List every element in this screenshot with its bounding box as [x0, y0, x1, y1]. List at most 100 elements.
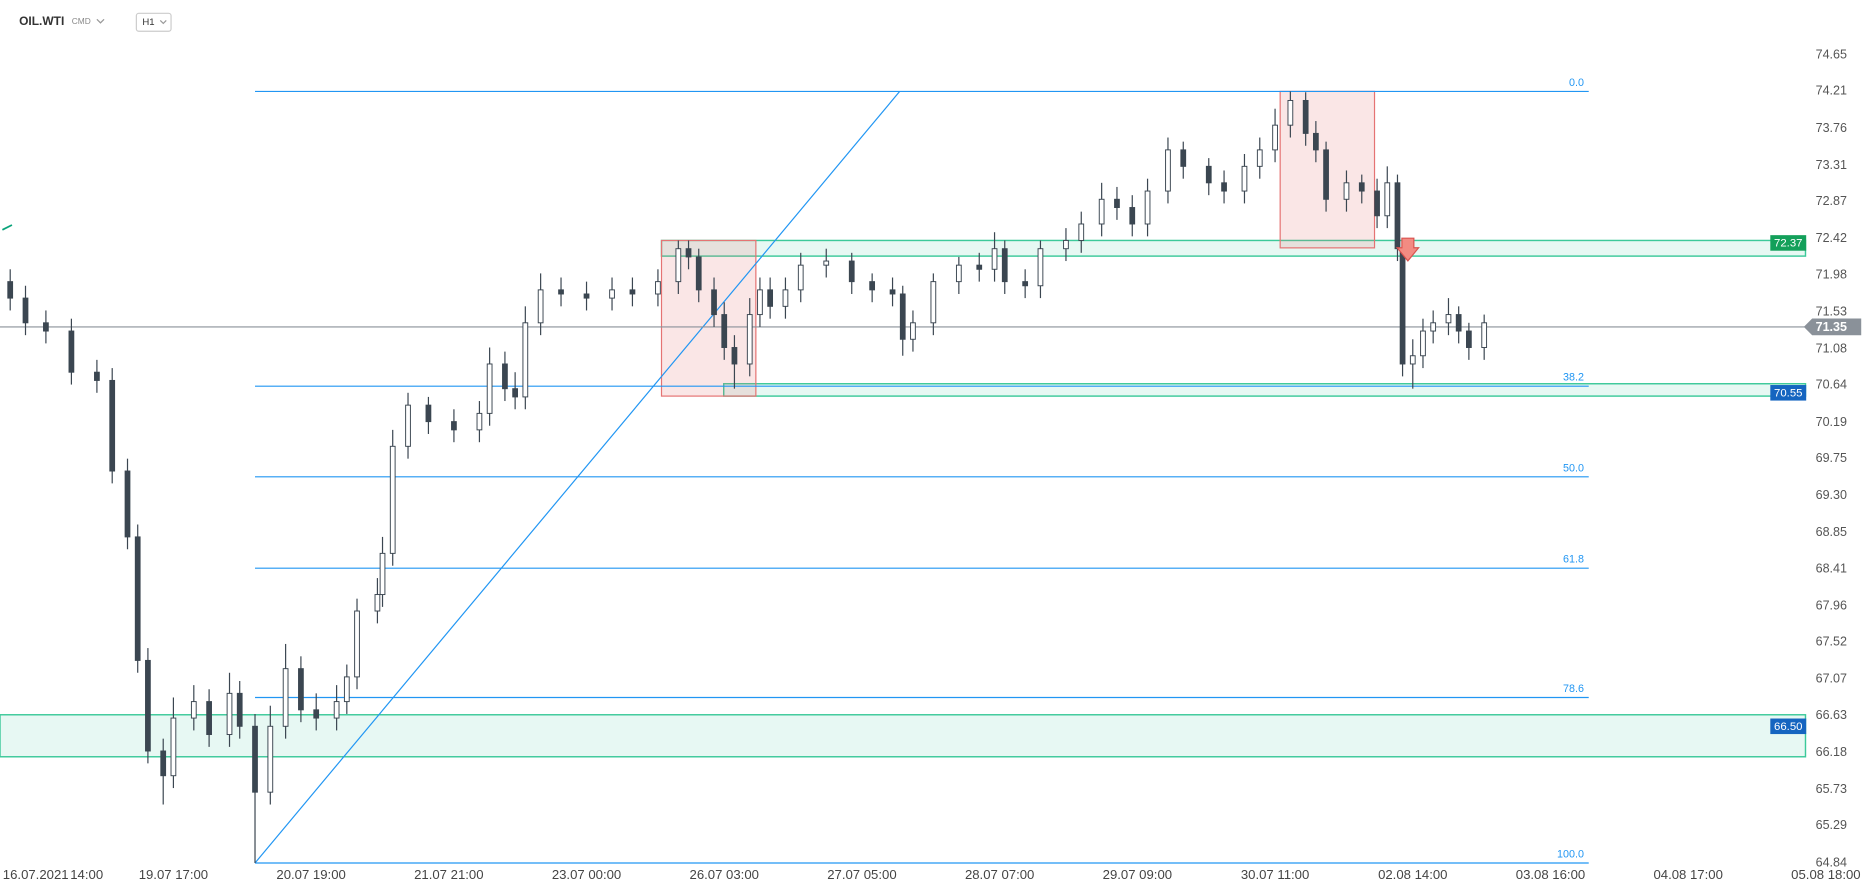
candle-body [910, 322, 916, 340]
y-tick-label: 68.41 [1816, 561, 1847, 575]
candle-body [1312, 132, 1319, 151]
candle-body [134, 536, 141, 661]
x-tick-label: 28.07 07:00 [965, 867, 1034, 882]
candle-body [1272, 124, 1278, 151]
candle-body [252, 725, 258, 793]
candle-body [354, 610, 360, 678]
x-tick-label: 20.07 19:00 [276, 867, 345, 882]
y-tick-label: 69.30 [1816, 488, 1847, 502]
candle-body [757, 289, 763, 316]
candle-body [1399, 248, 1406, 365]
candle-body [1323, 149, 1329, 200]
y-tick-label: 67.52 [1816, 635, 1847, 649]
interval[interactable]: H1 [142, 17, 154, 28]
fib-label: 0.0 [1569, 77, 1584, 89]
candle-body [695, 256, 702, 291]
candle-body [889, 289, 896, 295]
interval-button[interactable] [135, 12, 172, 32]
y-tick-label: 73.31 [1816, 158, 1847, 172]
price-tag [1770, 235, 1807, 251]
y-tick-label: 71.08 [1816, 341, 1847, 355]
candle-body [782, 289, 789, 307]
candle-body [374, 594, 381, 612]
candle-body [226, 692, 233, 736]
candle-body [797, 264, 804, 291]
candle-body [1374, 190, 1380, 217]
zone [660, 239, 1807, 257]
candle-body [267, 725, 274, 793]
candle-body [522, 322, 529, 398]
y-tick-label: 74.21 [1816, 84, 1847, 98]
fib-label: 50.0 [1563, 462, 1584, 474]
candle-body [298, 668, 304, 711]
y-tick-label: 69.75 [1816, 451, 1847, 465]
candle-body [955, 264, 962, 283]
highlight-box [660, 239, 757, 397]
candle-body [1221, 182, 1227, 192]
candle-body [685, 248, 692, 258]
candle-body [1022, 281, 1029, 287]
candle-body [930, 281, 937, 324]
candle-body [1430, 322, 1437, 332]
candle-body [1037, 248, 1044, 287]
fib-label: 100.0 [1557, 848, 1584, 860]
x-tick-label: 19.07 17:00 [139, 867, 208, 882]
price-tag [1770, 385, 1807, 401]
x-tick-label: 04.08 17:00 [1653, 867, 1722, 882]
x-tick-label: 29.07 09:00 [1103, 867, 1172, 882]
candle-body [1241, 165, 1248, 192]
candle-body [236, 692, 243, 727]
candle-body [976, 264, 983, 270]
price-tag [1770, 718, 1807, 735]
x-tick-label: 16.07.2021 [3, 867, 69, 882]
candle-body [206, 701, 212, 736]
candle-body [823, 260, 830, 266]
candle-body [1287, 99, 1294, 126]
candle-body [1409, 355, 1416, 365]
candle-body [746, 314, 753, 365]
candle-body [7, 281, 14, 299]
candle-body [655, 281, 661, 295]
candle-body [313, 709, 320, 719]
interval-caret[interactable] [159, 20, 167, 25]
y-tick-label: 73.76 [1816, 121, 1847, 135]
zone [723, 383, 1807, 397]
sell-arrow [1395, 237, 1420, 262]
market-caret[interactable] [96, 18, 105, 24]
candle-body [502, 363, 508, 390]
candle-body [451, 421, 457, 431]
x-tick-label: 30.07 11:00 [1241, 867, 1309, 882]
candle-body [43, 322, 49, 332]
fib-label: 38.2 [1563, 372, 1584, 384]
candle-body [476, 412, 483, 431]
candle-body [486, 363, 493, 414]
candle-body [1358, 182, 1365, 192]
candle-body [1063, 239, 1069, 250]
candle-body [1078, 223, 1085, 241]
y-tick-label: 72.87 [1816, 194, 1847, 208]
candle-body [1455, 314, 1462, 332]
y-tick-label: 66.18 [1816, 745, 1847, 759]
candle-body [1205, 165, 1212, 184]
candle-body [425, 404, 432, 423]
y-tick-label: 67.96 [1816, 598, 1847, 612]
candle-body [848, 260, 855, 283]
candle-body [1420, 330, 1426, 357]
candle-body [537, 289, 544, 324]
y-tick-label: 74.65 [1816, 47, 1847, 61]
candle-body [109, 379, 116, 472]
symbol[interactable]: OIL.WTI [19, 14, 64, 28]
candle-body [333, 701, 340, 719]
candle-body [124, 470, 131, 538]
x-tick-label: 26.07 03:00 [690, 867, 759, 882]
market[interactable]: CMD [72, 16, 91, 26]
candle-body [1114, 198, 1120, 209]
candle-body [1129, 207, 1136, 225]
y-tick-label: 67.07 [1816, 672, 1847, 686]
candle-body [282, 668, 289, 727]
y-tick-label: 70.19 [1816, 415, 1847, 429]
plot: 0.0 38.2 50.0 61.8 78.6 100.0 74.65 74.21 73.76 7… [0, 47, 1862, 882]
price-tag-label: 70.55 [1774, 387, 1802, 399]
